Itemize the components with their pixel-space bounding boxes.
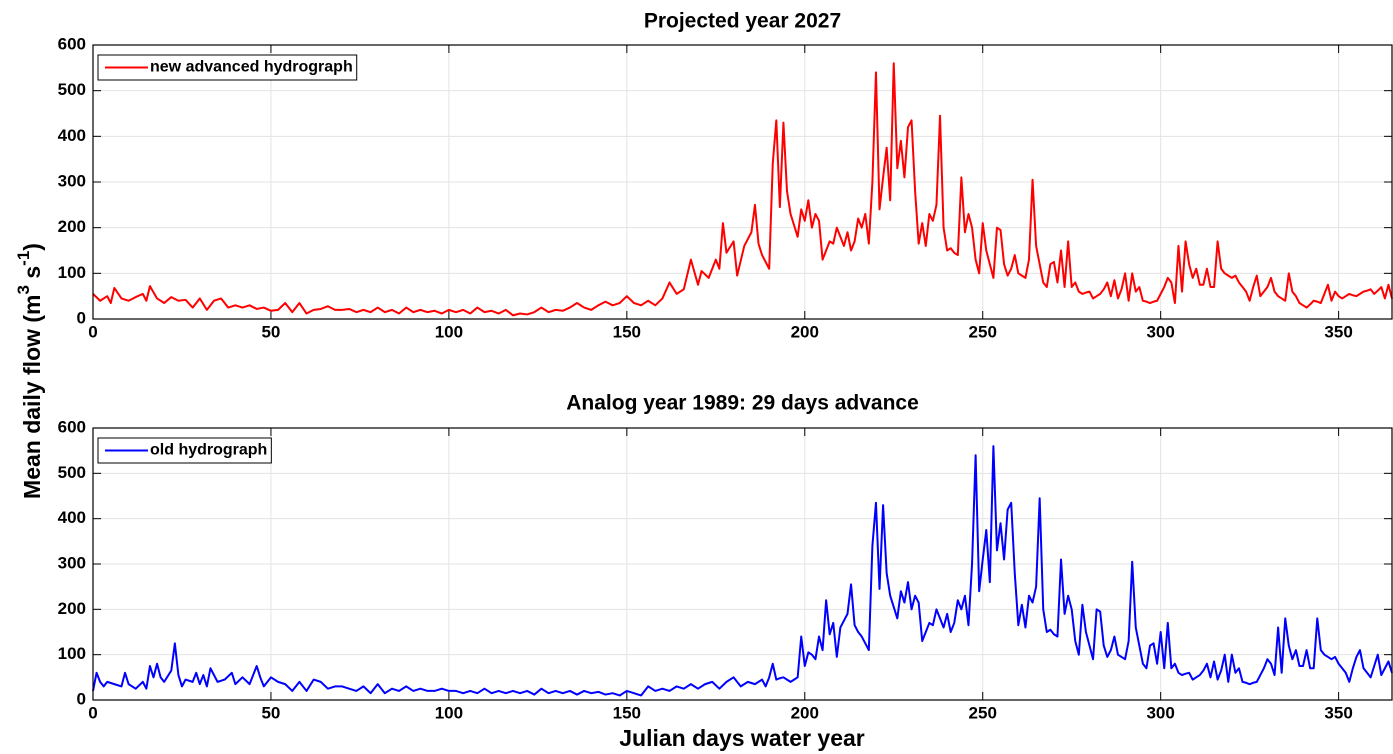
y-tick-label: 200	[58, 599, 86, 618]
axes-frame	[92, 44, 1393, 320]
y-tick-label: 600	[58, 34, 86, 53]
chart-title: Projected year 2027	[644, 10, 841, 33]
x-tick-label: 0	[88, 703, 97, 722]
y-tick-label: 400	[58, 508, 86, 527]
y-label-part: Mean daily flow (m	[19, 294, 45, 498]
legend: old hydrograph	[97, 437, 272, 464]
x-axis-label: Julian days water year	[619, 725, 865, 751]
legend: new advanced hydrograph	[97, 54, 358, 81]
x-tick-label: 250	[969, 703, 997, 722]
y-tick-label: 500	[58, 80, 86, 99]
x-tick-label: 350	[1324, 322, 1352, 341]
x-tick-label: 250	[969, 322, 997, 341]
y-label-part: s	[19, 266, 45, 285]
legend-label: new advanced hydrograph	[150, 59, 353, 76]
chart-title: Analog year 1989: 29 days advance	[566, 392, 919, 415]
y-tick-label: 0	[77, 308, 86, 327]
y-tick-label: 200	[58, 217, 86, 236]
x-tick-label: 150	[613, 703, 641, 722]
subplot: 0 50 100 150 200 250 300 350 0 100 200 300 400 500 600…	[58, 392, 1393, 722]
x-tick-label: 200	[791, 703, 819, 722]
x-tick-label: 50	[261, 703, 280, 722]
y-tick-label: 0	[77, 689, 86, 708]
x-tick-label: 50	[261, 322, 280, 341]
data-line	[92, 445, 1393, 697]
y-label-sup: -1	[14, 251, 33, 266]
x-tick-label: 0	[88, 322, 97, 341]
x-tick-label: 150	[613, 322, 641, 341]
y-label-sup: 3	[14, 285, 33, 294]
y-tick-label: 600	[58, 417, 86, 436]
y-tick-label: 500	[58, 463, 86, 482]
x-tick-label: 200	[791, 322, 819, 341]
x-tick-label: 300	[1146, 322, 1174, 341]
axes-frame	[92, 427, 1393, 701]
x-tick-label: 350	[1324, 703, 1352, 722]
data-line	[92, 62, 1393, 317]
x-tick-label: 100	[435, 322, 463, 341]
y-tick-label: 100	[58, 263, 86, 282]
y-tick-label: 300	[58, 553, 86, 572]
y-tick-label: 300	[58, 171, 86, 190]
legend-label: old hydrograph	[150, 442, 267, 459]
subplot: 0 50 100 150 200 250 300 350 0 100 200 300 400 500 600…	[58, 10, 1393, 341]
y-axis-label: Mean daily flow (m3 s-1)	[14, 243, 45, 499]
y-tick-label: 400	[58, 126, 86, 145]
x-tick-label: 100	[435, 703, 463, 722]
y-tick-label: 100	[58, 644, 86, 663]
y-label-part: )	[19, 243, 45, 251]
x-tick-label: 300	[1146, 703, 1174, 722]
